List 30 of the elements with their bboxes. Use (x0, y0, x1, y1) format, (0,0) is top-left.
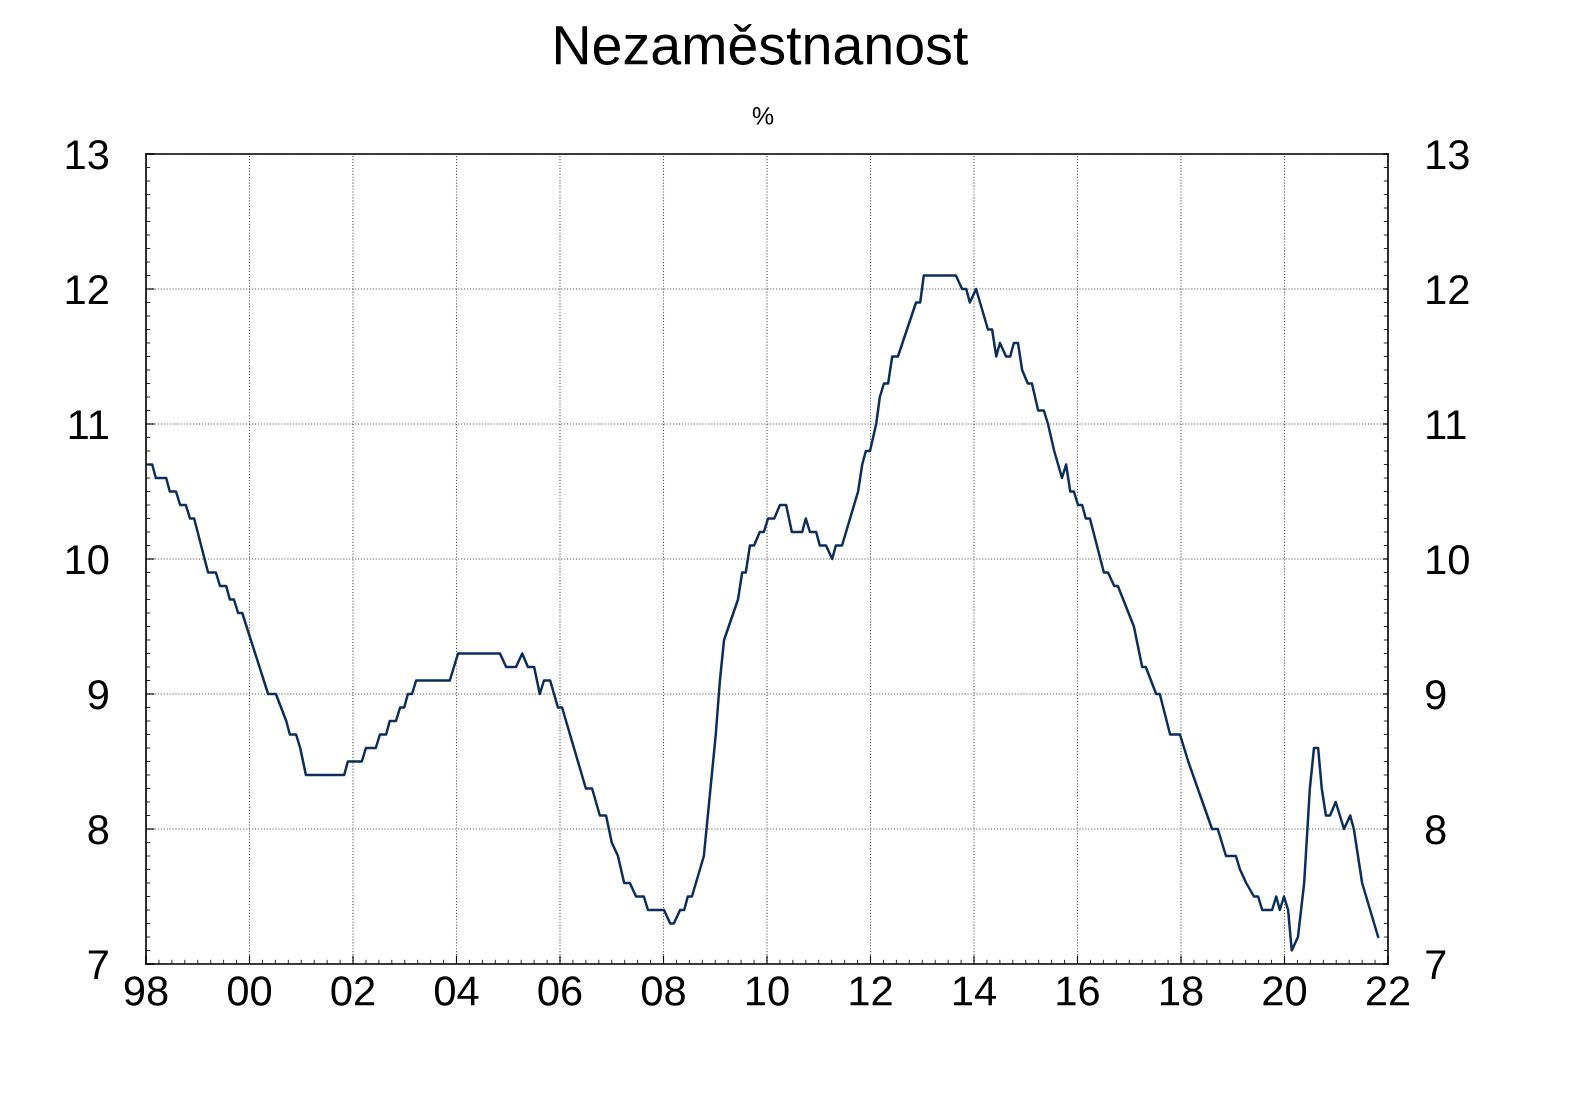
y2-tick-label: 10 (1427, 545, 1469, 575)
x-tick-label: 00 (227, 976, 272, 1006)
y2-tick-label: 13 (1427, 140, 1469, 170)
x-tick-label: 16 (1057, 976, 1099, 1006)
x-tick-label: 12 (850, 976, 892, 1006)
y-tick-label: 8 (88, 815, 109, 845)
x-tick-label: 02 (331, 976, 375, 1006)
x-tick-label: 10 (747, 976, 789, 1006)
y2-tick-label: 9 (1426, 680, 1446, 710)
y-tick-label: 13 (66, 140, 109, 170)
y2-tick-label: 12 (1427, 275, 1469, 305)
y-tick-label: 11 (69, 410, 108, 440)
y-tick-label: 7 (88, 950, 108, 980)
y2-tick-label: 11 (1427, 410, 1466, 440)
x-tick-label: 22 (1366, 976, 1410, 1006)
x-tick-label: 08 (641, 976, 685, 1006)
x-tick-label: 98 (124, 976, 168, 1006)
x-tick-label: 04 (434, 976, 479, 1006)
chart-title: Nezaměstnanost (556, 23, 968, 65)
y-tick-label: 9 (88, 680, 108, 710)
x-tick-label: 06 (538, 976, 582, 1006)
y2-tick-label: 8 (1425, 815, 1446, 845)
y2-tick-label: 7 (1426, 950, 1446, 980)
chart-subtitle: % (752, 107, 774, 125)
x-tick-label: 14 (954, 976, 996, 1006)
y-tick-label: 10 (66, 545, 109, 575)
x-tick-label: 20 (1263, 976, 1307, 1006)
x-tick-label: 18 (1161, 976, 1203, 1006)
line-series (146, 274, 1380, 952)
y-tick-label: 12 (66, 275, 108, 305)
